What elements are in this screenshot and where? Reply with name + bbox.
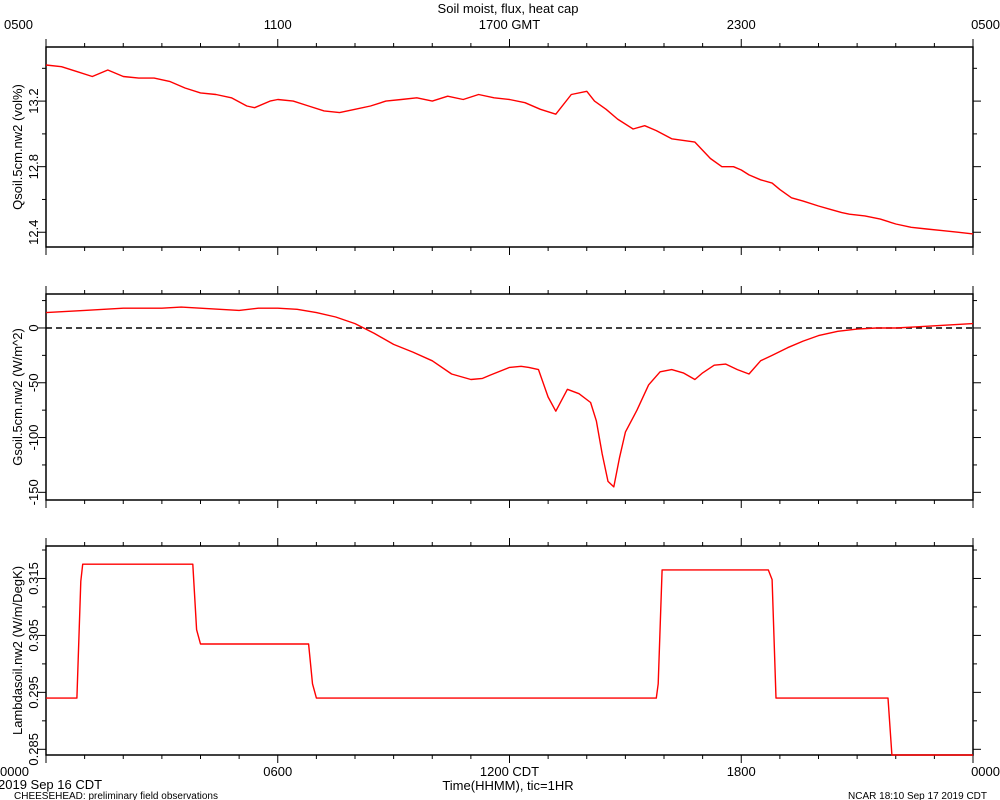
series-line-qsoil bbox=[45, 64, 974, 235]
bottom-tick-label: 0000 bbox=[971, 764, 1000, 779]
bottom-tick-label: 1800 bbox=[727, 764, 756, 779]
y-tick-label: -150 bbox=[26, 479, 41, 505]
y-tick-label: -50 bbox=[26, 373, 41, 392]
y-tick-label: 0 bbox=[26, 324, 41, 331]
y-tick-label: 12.4 bbox=[26, 220, 41, 245]
footer-left-note: CHEESEHEAD: preliminary field observatio… bbox=[14, 791, 218, 800]
x-axis-label: Time(HHMM), tic=1HR bbox=[442, 778, 573, 793]
footer-date: 2019 Sep 16 CDT bbox=[0, 777, 102, 792]
panel-frame bbox=[45, 46, 974, 248]
bottom-tick-label: 0000 bbox=[0, 764, 29, 779]
y-axis-label: Qsoil.5cm.nw2 (vol%) bbox=[10, 84, 25, 210]
bottom-tick-label: 1200 CDT bbox=[480, 764, 539, 779]
top-tick-label: 0500 bbox=[4, 17, 33, 32]
y-tick-label: 0.315 bbox=[26, 562, 41, 595]
top-tick-label: 1700 GMT bbox=[479, 17, 540, 32]
y-axis-label: Lambdasoil.nw2 (W/m/DegK) bbox=[10, 566, 25, 735]
y-tick-label: 0.305 bbox=[26, 619, 41, 652]
y-tick-label: 13.2 bbox=[26, 88, 41, 113]
top-axis-labels: 0500 1100 1700 GMT 2300 0500 bbox=[4, 17, 1000, 32]
top-tick-label: 1100 bbox=[264, 17, 292, 32]
top-tick-label: 2300 bbox=[727, 17, 756, 32]
y-tick-label: 0.295 bbox=[26, 676, 41, 709]
top-tick-label: 0500 bbox=[971, 17, 1000, 32]
series-line-gsoil bbox=[45, 306, 974, 488]
bottom-tick-label: 0600 bbox=[263, 764, 292, 779]
y-tick-label: 0.285 bbox=[26, 733, 41, 766]
y-axis-label: Gsoil.5cm.nw2 (W/m^2) bbox=[10, 328, 25, 466]
panel-frame bbox=[45, 545, 974, 756]
bottom-axis-labels: 0000 0600 1200 CDT 1800 0000 bbox=[0, 764, 1000, 779]
footer-right-note: NCAR 18:10 Sep 17 2019 CDT bbox=[848, 791, 987, 800]
series-line-lambda bbox=[46, 563, 973, 756]
chart-title: Soil moist, flux, heat cap bbox=[438, 1, 579, 16]
panel-frame bbox=[45, 293, 974, 501]
y-tick-label: 12.8 bbox=[26, 154, 41, 179]
y-tick-label: -100 bbox=[26, 425, 41, 451]
